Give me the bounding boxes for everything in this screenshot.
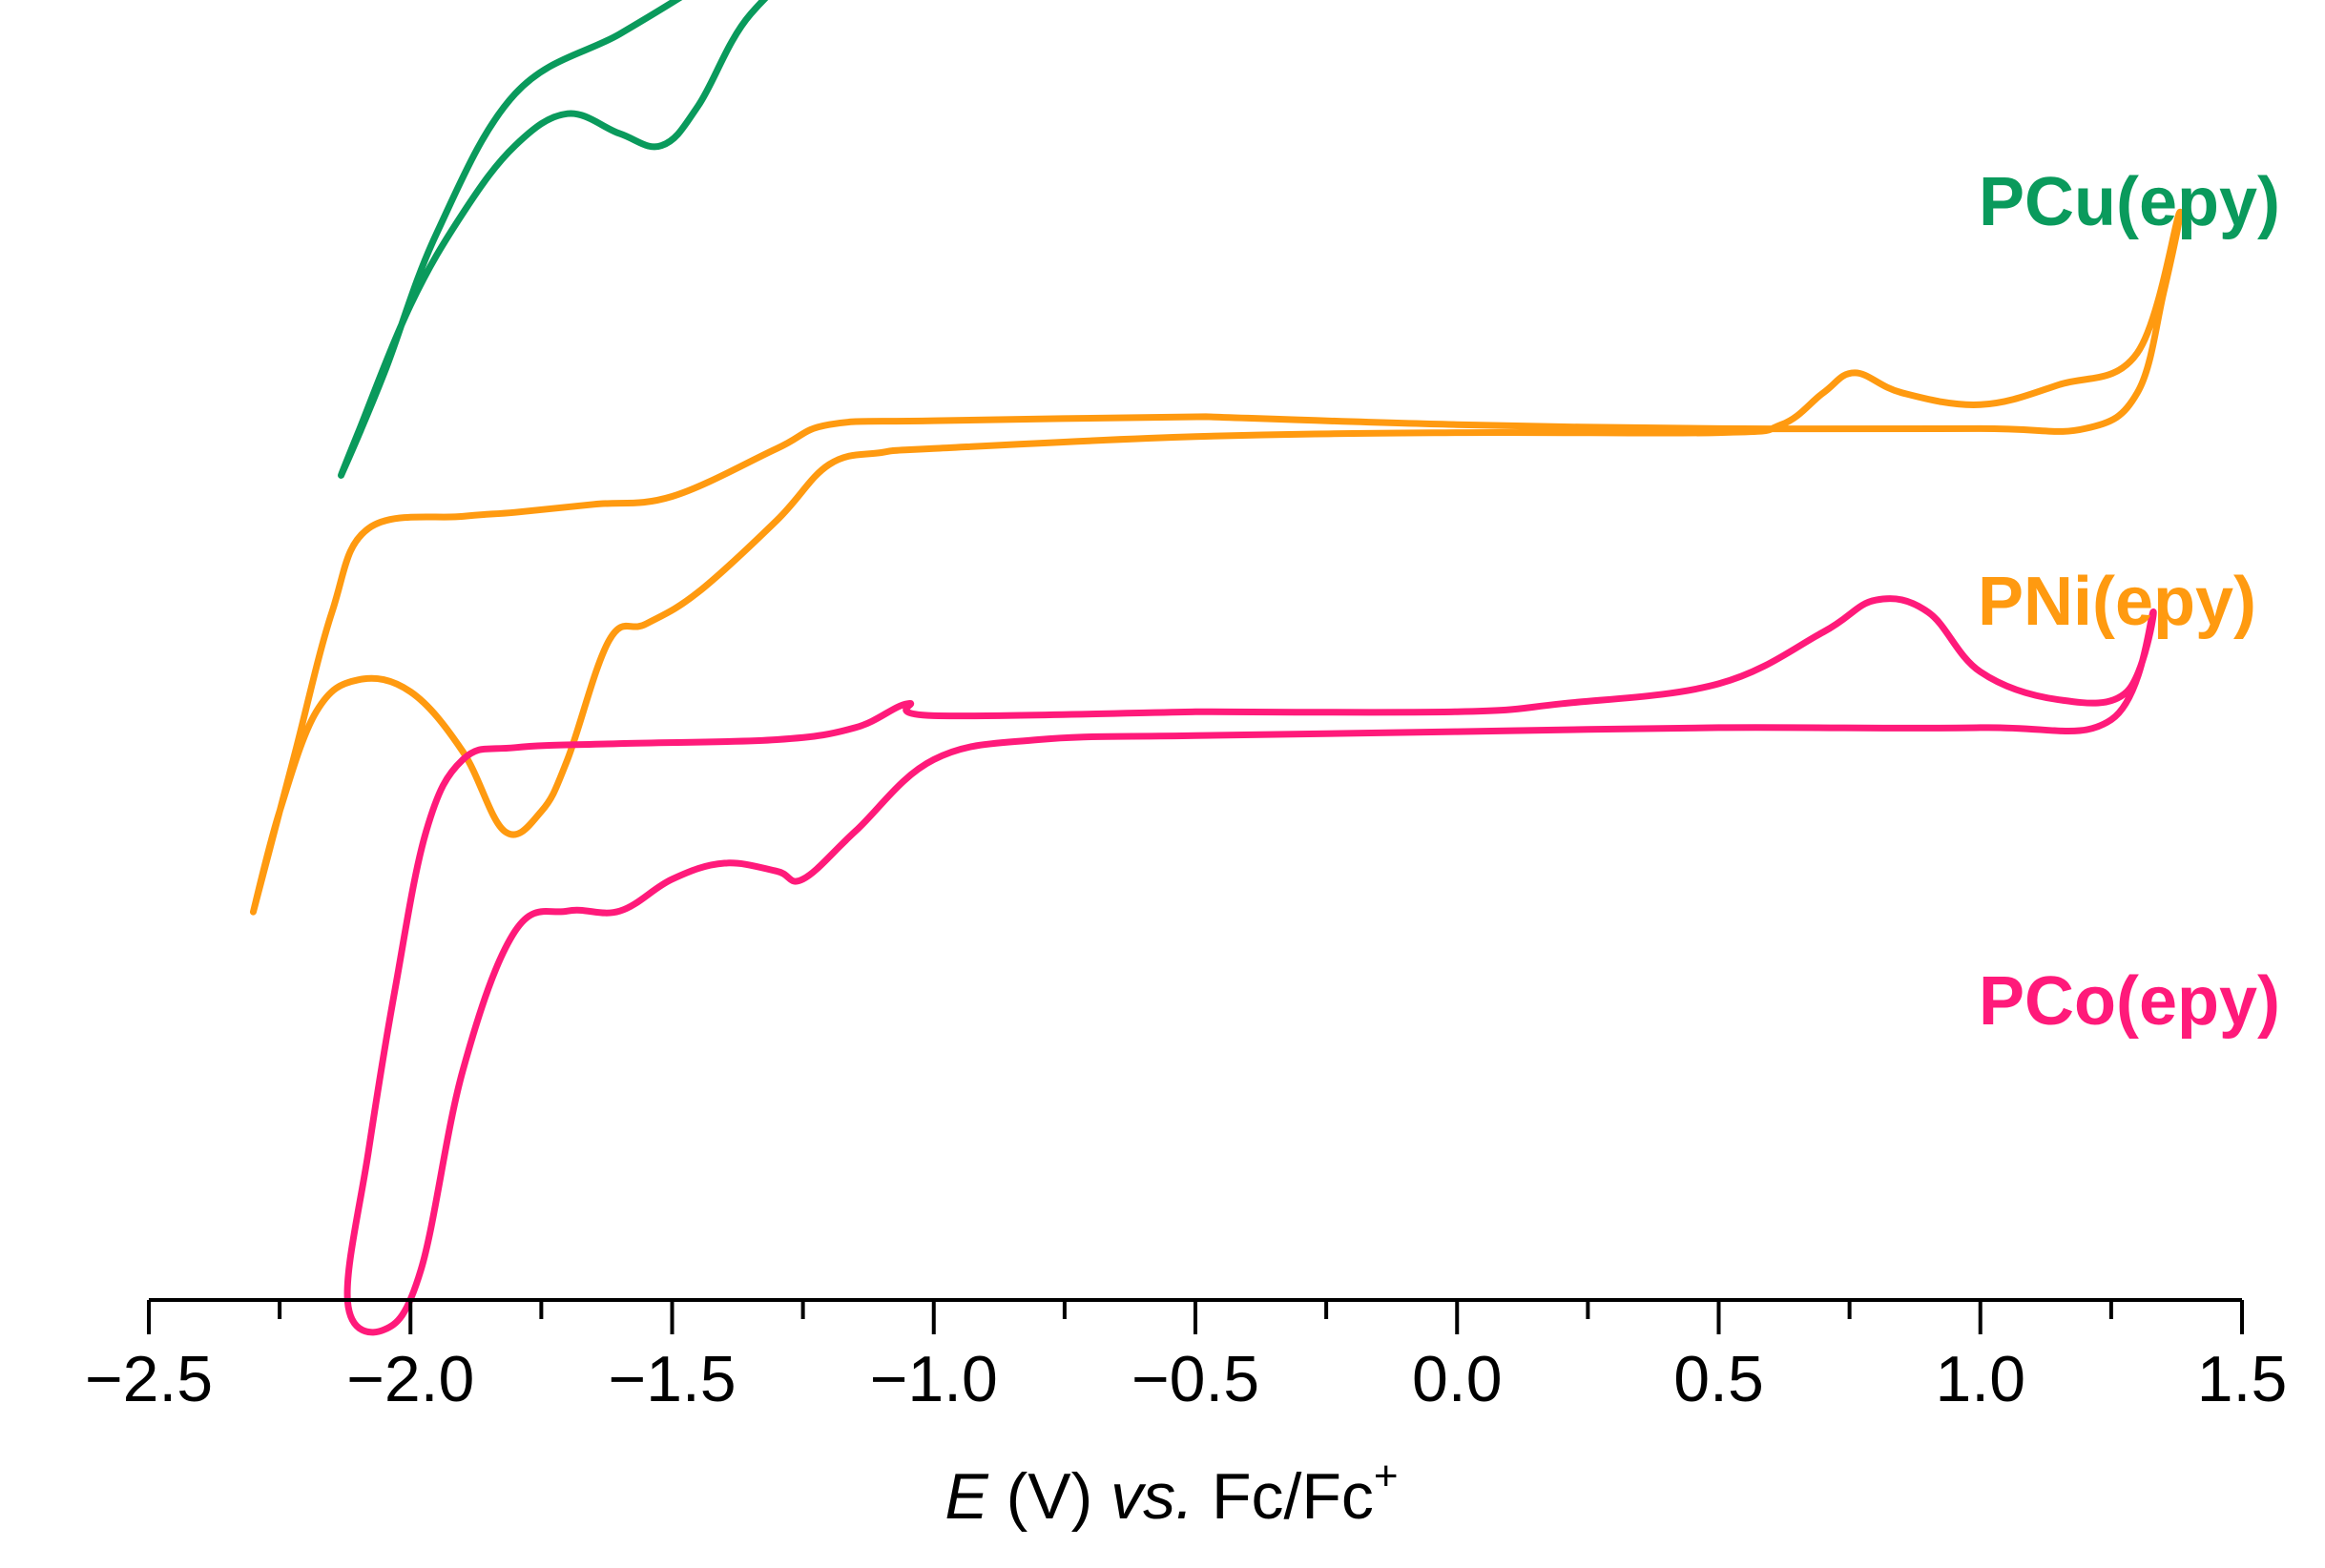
cv-curve-pco — [343, 595, 2157, 1336]
x-tick-label: −0.5 — [1131, 1343, 1259, 1415]
x-axis-title: E (V) vs. Fc/Fc+ — [945, 1453, 1398, 1533]
x-tick-label: −1.5 — [608, 1343, 736, 1415]
x-tick-label: 1.5 — [2197, 1343, 2288, 1415]
x-axis: −2.5 −2.0 −1.5 −1.0 −0.5 0.0 0.5 1.0 1.5 — [85, 1298, 2287, 1415]
series-labels: PCu(epy) PNi(epy) PCo(epy) — [1978, 164, 2280, 1040]
x-tick-label: 0.0 — [1412, 1343, 1503, 1415]
x-major-ticks — [147, 1300, 2244, 1334]
series-label-pco: PCo(epy) — [1979, 963, 2280, 1040]
x-tick-labels: −2.5 −2.0 −1.5 −1.0 −0.5 0.0 0.5 1.0 1.5 — [85, 1343, 2287, 1415]
x-tick-label: −1.0 — [870, 1343, 998, 1415]
x-tick-label: −2.5 — [85, 1343, 213, 1415]
cv-curve-pcu — [338, 0, 769, 479]
x-tick-label: −2.0 — [346, 1343, 474, 1415]
cv-curves — [249, 0, 2184, 1336]
series-label-pcu: PCu(epy) — [1979, 164, 2280, 240]
x-tick-label: 1.0 — [1935, 1343, 2025, 1415]
x-minor-ticks — [278, 1300, 2113, 1319]
series-label-pni: PNi(epy) — [1978, 564, 2256, 640]
x-tick-label: 0.5 — [1673, 1343, 1764, 1415]
cv-curve-pni — [249, 208, 2184, 916]
